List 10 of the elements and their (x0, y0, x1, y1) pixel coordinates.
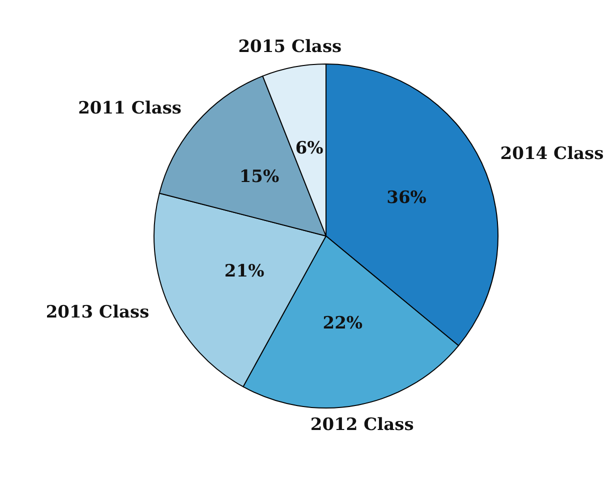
data-label: 21% (224, 261, 264, 282)
slice-label: 2011 Class (78, 98, 182, 119)
slice-label: 2013 Class (46, 302, 150, 323)
slice-label: 2015 Class (238, 36, 342, 57)
data-label: 36% (386, 188, 426, 208)
data-label: 15% (239, 167, 280, 188)
data-label: 6% (295, 138, 324, 159)
slice-label: 2014 Class (500, 144, 604, 164)
slice-label: 2012 Class (310, 415, 414, 436)
data-label: 22% (322, 313, 363, 334)
